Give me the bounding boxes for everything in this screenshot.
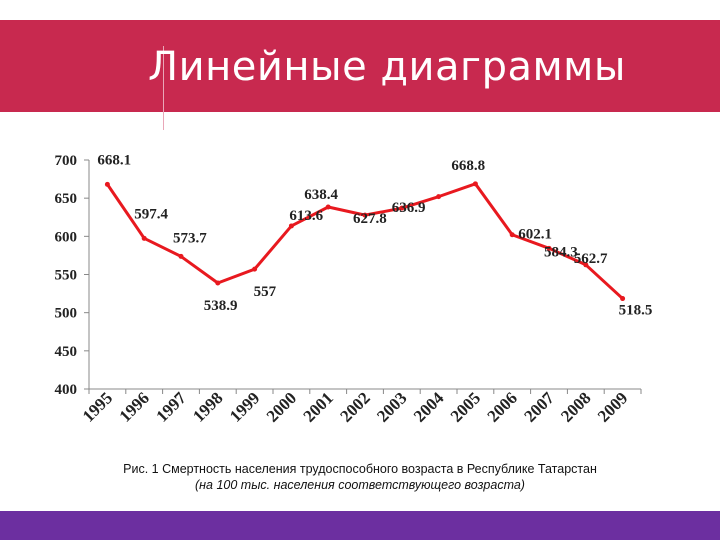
x-tick-label: 1999 <box>226 388 263 425</box>
data-label: 573.7 <box>173 230 207 246</box>
data-label: 627.8 <box>353 211 387 227</box>
title-divider <box>163 46 164 130</box>
data-point <box>104 181 110 187</box>
data-point <box>215 280 221 286</box>
figure-caption: Рис. 1 Смертность населения трудоспособн… <box>0 461 720 493</box>
x-tick-label: 1996 <box>116 388 153 425</box>
y-tick-label: 500 <box>55 306 78 322</box>
title-bar <box>0 20 720 130</box>
y-tick-label: 550 <box>55 268 78 284</box>
data-label: 597.4 <box>134 206 168 222</box>
slide-title: Линейные диаграммы <box>148 44 626 90</box>
data-point <box>399 205 405 211</box>
x-tick-label: 2007 <box>520 388 558 426</box>
x-tick-label: 2000 <box>263 388 300 425</box>
x-tick-label: 1995 <box>79 388 116 425</box>
data-label: 557 <box>254 284 277 300</box>
caption-sub: (на 100 тыс. населения соответствующего … <box>195 478 525 492</box>
data-labels: 668.1 597.4 573.7 538.9 557 613.6 638.4 627.8 63… <box>97 152 652 318</box>
y-tick-label: 700 <box>55 153 78 169</box>
x-tick-label: 2009 <box>594 388 631 425</box>
footer-bar <box>0 511 720 540</box>
data-point <box>546 245 552 251</box>
series-group <box>104 181 626 302</box>
caption-main: Рис. 1 Смертность населения трудоспособн… <box>123 462 597 476</box>
data-label: 636.9 <box>392 200 426 216</box>
data-label: 518.5 <box>619 303 653 319</box>
data-label: 638.4 <box>304 187 338 203</box>
data-label: 602.1 <box>518 227 552 243</box>
data-label: 584.3 <box>544 244 578 260</box>
data-point <box>288 223 294 229</box>
y-tick-label: 400 <box>55 382 78 398</box>
x-tick-label: 2005 <box>447 388 484 425</box>
data-point <box>436 194 442 200</box>
y-tick-label: 650 <box>55 191 78 207</box>
x-tick-label: 2004 <box>410 388 448 426</box>
data-point <box>509 232 515 238</box>
x-tick-label: 1997 <box>152 388 190 426</box>
data-point <box>178 253 184 259</box>
x-tick-label: 2003 <box>373 388 410 425</box>
data-point <box>141 235 147 241</box>
data-point <box>583 262 589 268</box>
y-tick-label: 600 <box>55 229 78 245</box>
data-label: 668.8 <box>451 158 485 174</box>
data-point <box>325 204 331 210</box>
y-axis-ticks: 400 450 500 550 600 650 700 <box>55 153 89 398</box>
data-point <box>472 181 478 187</box>
data-label: 668.1 <box>97 152 131 168</box>
data-label: 613.6 <box>289 208 323 224</box>
x-tick-label: 2001 <box>300 388 337 425</box>
x-tick-label: 1998 <box>189 388 226 425</box>
x-tick-label: 2008 <box>557 388 594 425</box>
line-chart: 400 450 500 550 600 650 700 1995 1996 1997 1998 19… <box>55 152 653 426</box>
data-label: 538.9 <box>204 298 238 314</box>
x-axis-ticks: 1995 1996 1997 1998 1999 2000 2001 2002 2003 2004… <box>79 388 642 426</box>
data-point <box>252 266 258 272</box>
y-tick-label: 450 <box>55 344 78 360</box>
x-tick-label: 2002 <box>336 388 373 425</box>
data-point <box>362 212 368 218</box>
x-tick-label: 2006 <box>484 388 521 425</box>
data-point <box>620 296 626 302</box>
data-label: 562.7 <box>574 251 608 267</box>
